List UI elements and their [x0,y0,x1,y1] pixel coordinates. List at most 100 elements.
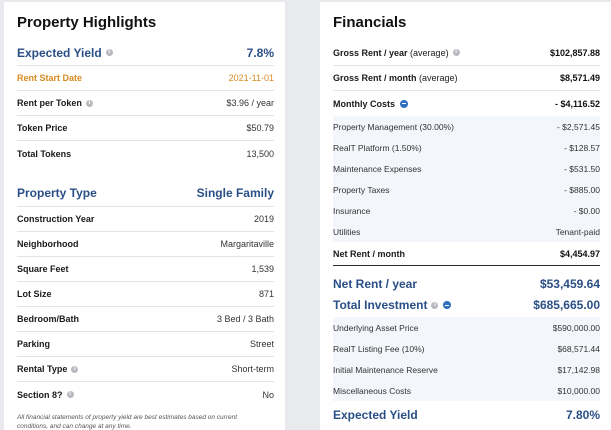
cost-item-value: Tenant-paid [555,226,600,237]
net-rent-month-value: $4,454.97 [559,248,600,259]
gross-rent-year-note: (average) [410,47,449,58]
cost-item-value: - $0.00 [573,205,600,216]
info-icon[interactable]: i [85,99,93,107]
cost-item: Property Taxes - $885.00 [333,179,600,200]
parking-label: Parking [17,339,51,349]
collapse-icon[interactable] [400,99,408,108]
net-rent-year-label: Net Rent / year [333,277,418,291]
rent-start-label: Rent Start Date [17,73,83,83]
cost-item-value: - $531.50 [564,163,600,174]
investment-item: Underlying Asset Price $590,000.00 [333,317,600,338]
square-feet-value: 1,539 [251,264,274,274]
cost-item-value: - $2,571.45 [556,121,600,132]
cost-item-label: Insurance [333,205,371,216]
construction-year-row: Construction Year 2019 [17,207,274,232]
monthly-costs-value: - $4,116.52 [554,98,600,109]
property-highlights-card: Property Highlights Expected Yield i 7.8%… [4,2,285,430]
property-type-label: Property Type [17,186,97,200]
neighborhood-label: Neighborhood [17,239,79,249]
net-rent-year-value: $53,459.64 [539,277,600,291]
rent-start-value: 2021-11-01 [228,73,274,83]
expected-yield-label: Expected Yield [17,45,102,60]
net-rent-month-row: Net Rent / month $4,454.97 [333,242,600,266]
investment-item-value: $68,571.44 [557,343,600,354]
expected-yield-value: 7.8% [246,45,274,60]
token-price-value: $50.79 [246,123,274,133]
neighborhood-row: Neighborhood Margaritaville [17,232,274,257]
expected-yield-total-row: Expected Yield 7.80% [333,403,600,427]
section8-label: Section 8? [17,389,63,400]
investment-item-value: $17,142.98 [557,364,600,375]
gross-rent-year-value: $102,857.88 [549,47,600,58]
total-tokens-label: Total Tokens [17,148,72,159]
financials-title: Financials [333,14,407,31]
lot-size-row: Lot Size 871 [17,282,274,307]
gross-rent-month-label: Gross Rent / month [333,73,417,83]
info-icon[interactable]: i [105,49,113,56]
cost-item: Property Management (30.00%) - $2,571.45 [333,116,600,137]
investment-item: Initial Maintenance Reserve $17,142.98 [333,359,600,380]
construction-year-value: 2019 [253,214,274,224]
investment-item-value: $590,000.00 [552,322,600,333]
gross-rent-month-row: Gross Rent / month (average) $8,571.49 [333,66,600,91]
disclaimer-footnote: All financial statements of property yie… [17,414,238,430]
gross-rent-year-label: Gross Rent / year [333,47,408,58]
investment-item-label: Initial Maintenance Reserve [333,364,438,375]
construction-year-label: Construction Year [17,214,95,224]
cost-item-label: RealT Platform (1.50%) [333,142,422,153]
parking-row: Parking Street [17,332,274,357]
total-investment-value: $685,665.00 [533,298,600,312]
total-tokens-value: 13,500 [246,148,274,159]
cost-item: RealT Platform (1.50%) - $128.57 [333,137,600,158]
square-feet-row: Square Feet 1,539 [17,257,274,282]
investment-item-label: Underlying Asset Price [333,322,419,333]
investment-item-label: Miscellaneous Costs [333,385,411,396]
info-icon[interactable]: i [431,301,439,309]
cost-item-label: Maintenance Expenses [333,163,422,174]
section8-value: No [262,389,274,400]
neighborhood-value: Margaritaville [220,239,274,249]
lot-size-label: Lot Size [17,289,52,299]
cost-item-value: - $885.00 [564,184,600,195]
gross-rent-year-row: Gross Rent / year (average) i $102,857.88 [333,40,600,66]
collapse-icon[interactable] [443,301,452,309]
token-price-label: Token Price [17,123,68,133]
expected-yield-total-value: 7.80% [565,408,600,422]
token-price-row: Token Price $50.79 [17,116,274,141]
property-type-row: Property Type Single Family [17,180,274,207]
parking-value: Street [249,339,274,349]
lot-size-value: 871 [258,289,274,299]
property-type-value: Single Family [196,186,274,200]
cost-item: Insurance - $0.00 [333,200,600,221]
gross-rent-month-note: (average) [419,73,458,83]
info-icon[interactable]: i [71,365,79,373]
cost-item-label: Utilities [333,226,361,237]
cost-item: Maintenance Expenses - $531.50 [333,158,600,179]
rental-type-label: Rental Type [17,364,68,374]
info-icon[interactable]: i [452,49,460,56]
rent-start-row: Rent Start Date 2021-11-01 [17,66,274,91]
total-tokens-row: Total Tokens 13,500 [17,141,274,166]
investment-item: RealT Listing Fee (10%) $68,571.44 [333,338,600,359]
total-investment-row[interactable]: Total Investment i $685,665.00 [333,294,600,316]
info-icon[interactable]: i [66,391,74,398]
net-rent-month-label: Net Rent / month [333,248,405,259]
expected-yield-total-label: Expected Yield [333,408,418,422]
monthly-costs-row[interactable]: Monthly Costs - $4,116.52 [333,91,600,116]
rent-per-token-value: $3.96 / year [226,98,274,108]
total-investment-label: Total Investment [333,298,428,312]
net-rent-year-row: Net Rent / year $53,459.64 [333,272,600,296]
monthly-costs-label: Monthly Costs [333,98,395,109]
financials-card: Financials Gross Rent / year (average) i … [320,2,611,430]
expected-yield-row: Expected Yield i 7.8% [17,40,274,66]
section8-row: Section 8? i No [17,382,274,407]
cost-item-label: Property Taxes [333,184,390,195]
bedroom-bath-value: 3 Bed / 3 Bath [216,314,274,324]
rental-type-value: Short-term [231,364,274,374]
gross-rent-month-value: $8,571.49 [559,73,600,83]
rental-type-row: Rental Type i Short-term [17,357,274,382]
investment-item-label: RealT Listing Fee (10%) [333,343,425,354]
cost-item-label: Property Management (30.00%) [333,121,454,132]
cost-item: Utilities Tenant-paid [333,221,600,242]
investment-item: Miscellaneous Costs $10,000.00 [333,380,600,401]
